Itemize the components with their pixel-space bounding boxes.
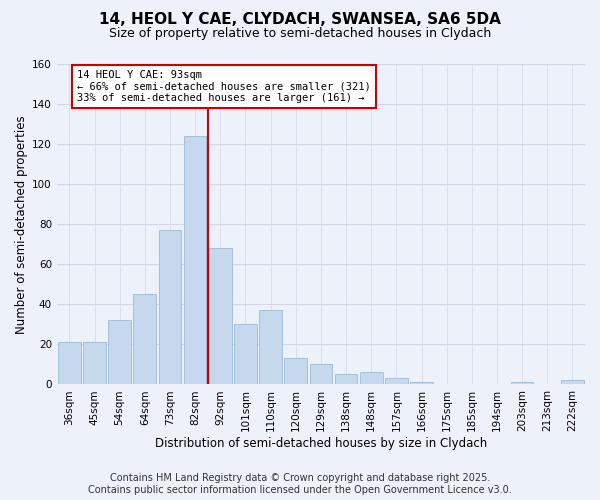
- Text: Size of property relative to semi-detached houses in Clydach: Size of property relative to semi-detach…: [109, 28, 491, 40]
- Bar: [360, 372, 383, 384]
- Bar: [310, 364, 332, 384]
- Bar: [284, 358, 307, 384]
- Bar: [410, 382, 433, 384]
- Text: Contains HM Land Registry data © Crown copyright and database right 2025.
Contai: Contains HM Land Registry data © Crown c…: [88, 474, 512, 495]
- Bar: [335, 374, 358, 384]
- Bar: [209, 248, 232, 384]
- X-axis label: Distribution of semi-detached houses by size in Clydach: Distribution of semi-detached houses by …: [155, 437, 487, 450]
- Bar: [83, 342, 106, 384]
- Bar: [385, 378, 407, 384]
- Bar: [184, 136, 206, 384]
- Bar: [561, 380, 584, 384]
- Text: 14, HEOL Y CAE, CLYDACH, SWANSEA, SA6 5DA: 14, HEOL Y CAE, CLYDACH, SWANSEA, SA6 5D…: [99, 12, 501, 28]
- Bar: [133, 294, 156, 384]
- Y-axis label: Number of semi-detached properties: Number of semi-detached properties: [15, 115, 28, 334]
- Bar: [234, 324, 257, 384]
- Bar: [259, 310, 282, 384]
- Bar: [58, 342, 80, 384]
- Bar: [158, 230, 181, 384]
- Text: 14 HEOL Y CAE: 93sqm
← 66% of semi-detached houses are smaller (321)
33% of semi: 14 HEOL Y CAE: 93sqm ← 66% of semi-detac…: [77, 70, 371, 103]
- Bar: [109, 320, 131, 384]
- Bar: [511, 382, 533, 384]
